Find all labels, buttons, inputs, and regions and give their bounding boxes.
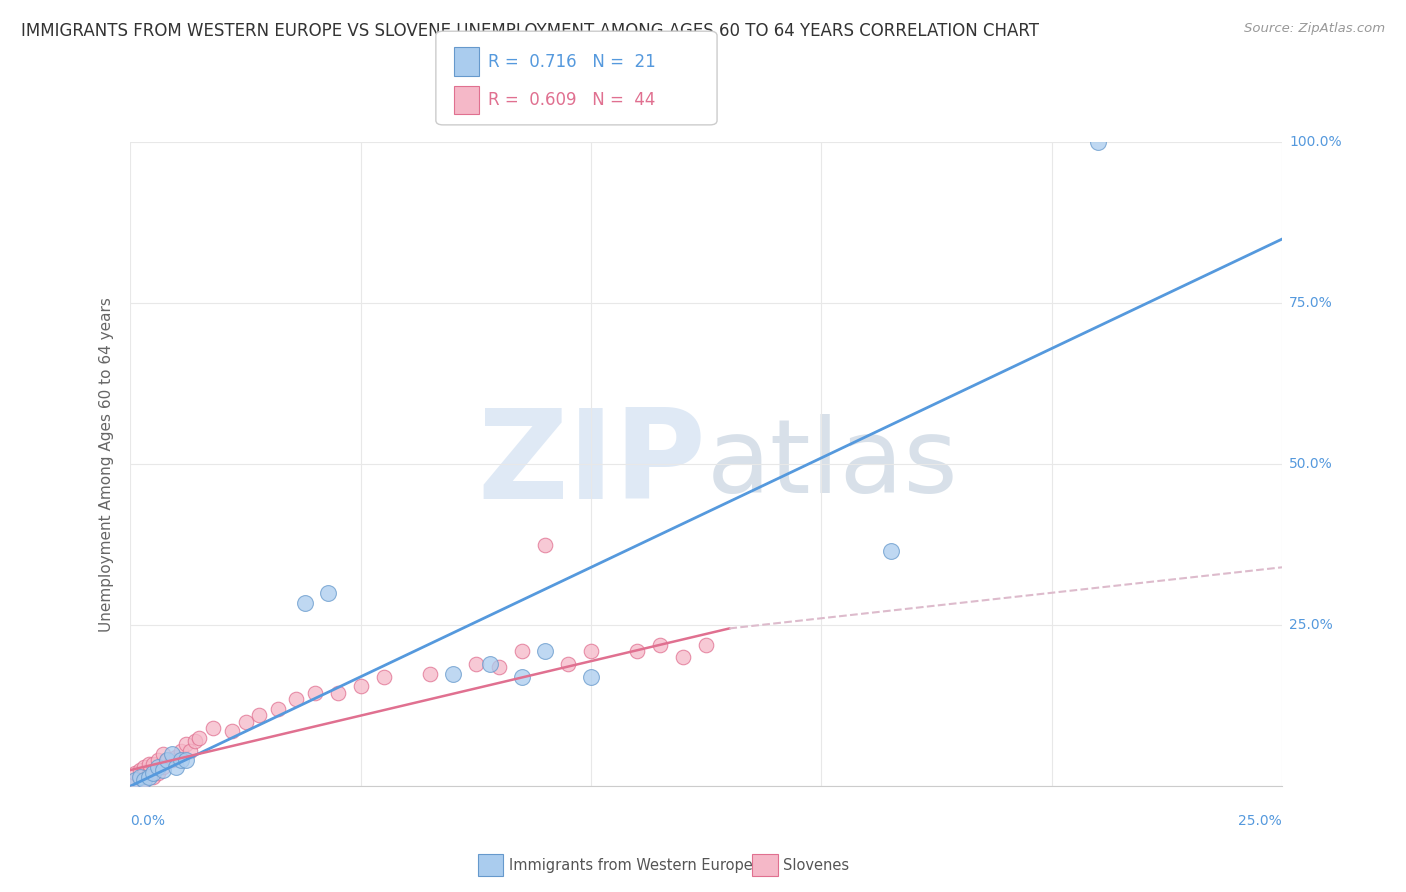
Point [350, 679, 373, 693]
Point [534, 644, 557, 658]
Text: Source: ZipAtlas.com: Source: ZipAtlas.com [1244, 22, 1385, 36]
Point [134, 772, 156, 787]
Point [510, 644, 533, 658]
Point [184, 734, 207, 748]
Point [152, 763, 174, 777]
Point [478, 657, 501, 671]
Point [124, 766, 146, 780]
Point [152, 760, 174, 774]
Text: Slovenes: Slovenes [783, 858, 849, 872]
Point [146, 753, 169, 767]
Point [128, 770, 150, 784]
Point [304, 686, 326, 700]
Point [174, 753, 197, 767]
Point [247, 708, 270, 723]
Point [579, 644, 602, 658]
Point [557, 657, 579, 671]
Point [134, 766, 156, 780]
Point [318, 586, 340, 600]
Point [165, 760, 187, 774]
Point [626, 644, 648, 658]
Point [165, 750, 187, 764]
Text: 0.0%: 0.0% [131, 814, 166, 828]
Point [441, 666, 464, 681]
Point [419, 666, 441, 681]
Point [326, 686, 349, 700]
Point [156, 753, 179, 767]
Point [672, 650, 695, 665]
Point [174, 737, 197, 751]
Point [579, 670, 602, 684]
Point [179, 744, 201, 758]
Point [1087, 136, 1109, 150]
Point [124, 772, 146, 787]
Point [267, 702, 290, 716]
Point [142, 756, 165, 771]
Point [464, 657, 486, 671]
Point [510, 670, 533, 684]
Point [534, 538, 557, 552]
Point [879, 544, 901, 558]
Point [695, 638, 717, 652]
Point [221, 724, 243, 739]
Text: Immigrants from Western Europe: Immigrants from Western Europe [509, 858, 752, 872]
Point [152, 747, 174, 761]
Point [650, 638, 672, 652]
Text: 50.0%: 50.0% [1289, 458, 1333, 471]
Point [128, 770, 150, 784]
Point [138, 766, 160, 780]
Point [138, 756, 160, 771]
Point [156, 753, 179, 767]
Point [188, 731, 211, 745]
Point [134, 772, 156, 787]
Text: R =  0.716   N =  21: R = 0.716 N = 21 [488, 53, 655, 70]
Point [488, 660, 510, 674]
Point [142, 770, 165, 784]
Text: IMMIGRANTS FROM WESTERN EUROPE VS SLOVENE UNEMPLOYMENT AMONG AGES 60 TO 64 YEARS: IMMIGRANTS FROM WESTERN EUROPE VS SLOVEN… [21, 22, 1039, 40]
Point [146, 766, 169, 780]
Point [294, 596, 316, 610]
Point [134, 760, 156, 774]
Text: atlas: atlas [706, 414, 957, 515]
Point [373, 670, 395, 684]
Text: 25.0%: 25.0% [1239, 814, 1282, 828]
Point [160, 747, 183, 761]
Point [142, 766, 165, 780]
Point [235, 714, 257, 729]
Point [146, 760, 169, 774]
Point [138, 770, 160, 784]
Point [285, 692, 308, 706]
Point [202, 721, 225, 735]
Point [170, 753, 193, 767]
Text: 100.0%: 100.0% [1289, 136, 1341, 150]
Text: ZIP: ZIP [478, 404, 706, 524]
Y-axis label: Unemployment Among Ages 60 to 64 years: Unemployment Among Ages 60 to 64 years [100, 297, 114, 632]
Point [124, 772, 146, 787]
Text: 75.0%: 75.0% [1289, 296, 1333, 310]
Text: R =  0.609   N =  44: R = 0.609 N = 44 [488, 91, 655, 109]
Point [170, 744, 193, 758]
Text: 25.0%: 25.0% [1289, 618, 1333, 632]
Point [128, 763, 150, 777]
Point [160, 753, 183, 767]
